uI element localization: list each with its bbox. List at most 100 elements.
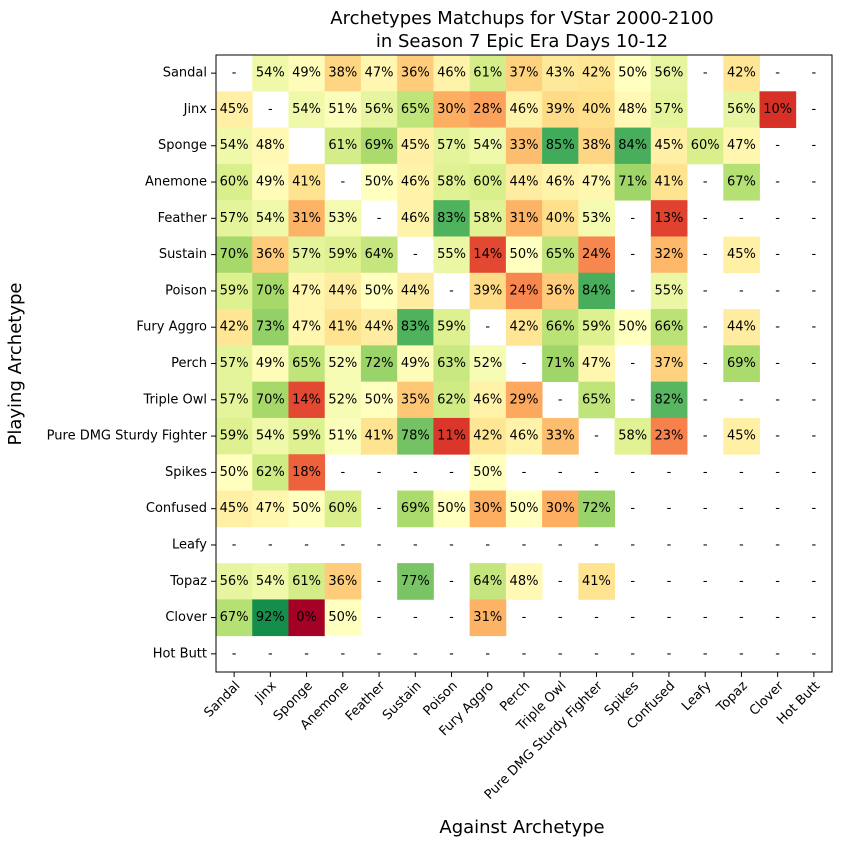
cell-value-label: -: [812, 574, 817, 589]
cell-value-label: 69%: [401, 501, 430, 516]
cell-value-label: -: [775, 465, 780, 480]
cell-value-label: 72%: [365, 356, 394, 371]
cell-value-label: -: [703, 320, 708, 335]
cell-value-label: 45%: [220, 102, 249, 117]
cell-value-label: -: [775, 211, 780, 226]
cell-value-label: 50%: [473, 465, 502, 480]
heatmap-cell: [252, 381, 289, 419]
cell-value-label: -: [340, 537, 345, 552]
cell-value-label: 65%: [546, 247, 575, 262]
cell-value-label: -: [667, 501, 672, 516]
y-axis-title: Playing Archetype: [5, 282, 26, 445]
cell-value-label: -: [739, 392, 744, 407]
x-tick-label: Topaz: [713, 679, 750, 716]
heatmap-cell: [360, 381, 398, 419]
heatmap-cell: [542, 127, 579, 165]
heatmap-cell: [360, 309, 398, 346]
cell-value-label: -: [812, 175, 817, 190]
heatmap-cell: [288, 272, 326, 310]
cell-value-label: -: [449, 537, 454, 552]
cell-value-label: -: [558, 465, 563, 480]
cell-value-label: 70%: [256, 392, 285, 407]
cell-value-label: -: [594, 646, 599, 661]
cell-value-label: 36%: [256, 247, 285, 262]
cell-value-label: -: [703, 429, 708, 444]
cell-value-label: 50%: [618, 66, 647, 81]
heatmap-cell: [469, 127, 507, 165]
heatmap-cell: [578, 309, 615, 346]
heatmap-cell: [397, 272, 434, 310]
cell-value-label: -: [775, 501, 780, 516]
heatmap-cell: [288, 381, 326, 419]
y-tick-label: Confused: [146, 501, 207, 516]
cell-value-label: 31%: [510, 211, 539, 226]
cell-value-label: 66%: [654, 320, 683, 335]
cell-value-label: 47%: [582, 175, 611, 190]
heatmap-cell: [252, 599, 289, 637]
cell-value-label: -: [558, 574, 563, 589]
cell-value-label: -: [739, 646, 744, 661]
cell-value-label: 50%: [365, 175, 394, 190]
cell-value-label: -: [232, 646, 237, 661]
heatmap-cell: [433, 127, 471, 165]
cell-value-label: -: [812, 211, 817, 226]
cell-value-label: -: [812, 102, 817, 117]
heatmap-cell: [288, 345, 326, 383]
cell-value-label: 57%: [220, 392, 249, 407]
cell-value-label: -: [413, 465, 418, 480]
cell-value-label: 42%: [510, 320, 539, 335]
cell-value-label: -: [812, 356, 817, 371]
cell-value-label: -: [558, 392, 563, 407]
heatmap-cell: [252, 127, 289, 165]
heatmap-cell: [288, 163, 326, 201]
cell-value-label: -: [812, 646, 817, 661]
heatmap-cell: [288, 55, 326, 92]
cell-value-label: 60%: [220, 175, 249, 190]
cell-value-label: -: [775, 429, 780, 444]
cell-value-label: -: [377, 501, 382, 516]
cell-value-label: 47%: [256, 501, 285, 516]
heatmap-cell: [252, 236, 289, 274]
cell-value-label: 54%: [220, 138, 249, 153]
heatmap-cell: [578, 490, 615, 528]
cell-value-label: 55%: [654, 283, 683, 298]
heatmap-cell: [578, 200, 615, 237]
cell-value-label: 59%: [328, 247, 357, 262]
heatmap-cell: [216, 272, 253, 310]
cell-value-label: -: [775, 283, 780, 298]
heatmap-cell: [433, 417, 471, 455]
heatmap-cell: [433, 345, 471, 383]
heatmap-cell: [542, 417, 579, 455]
cell-value-label: 46%: [473, 392, 502, 407]
cell-value-label: -: [703, 537, 708, 552]
cell-value-label: 18%: [292, 465, 321, 480]
cell-value-label: 44%: [328, 283, 357, 298]
cell-value-label: -: [232, 66, 237, 81]
y-tick-label: Perch: [171, 356, 207, 371]
heatmap-cell: [433, 490, 471, 528]
cell-value-label: 49%: [292, 66, 321, 81]
y-tick-label: Leafy: [172, 537, 207, 552]
heatmap-cell: [288, 490, 326, 528]
y-tick-label: Sponge: [158, 138, 207, 153]
cell-value-label: 41%: [365, 429, 394, 444]
cell-value-label: 14%: [292, 392, 321, 407]
heatmap-cell: [469, 381, 507, 419]
cell-value-label: 31%: [292, 211, 321, 226]
heatmap-cell: [578, 55, 615, 92]
heatmap-cell: [397, 200, 434, 237]
heatmap-cell: [469, 563, 507, 600]
cell-value-label: -: [630, 537, 635, 552]
heatmap-cell: [505, 55, 543, 92]
heatmap-cell: [324, 272, 362, 310]
heatmap-cell: [216, 381, 253, 419]
cell-value-label: 11%: [437, 429, 466, 444]
heatmap-cell: [723, 309, 760, 346]
heatmap-cell: [360, 272, 398, 310]
heatmap-cell: [614, 127, 652, 165]
cell-value-label: 40%: [582, 102, 611, 117]
cell-value-label: -: [377, 610, 382, 625]
cell-value-label: 60%: [691, 138, 720, 153]
cell-value-label: -: [630, 283, 635, 298]
heatmap-cell: [542, 163, 579, 201]
